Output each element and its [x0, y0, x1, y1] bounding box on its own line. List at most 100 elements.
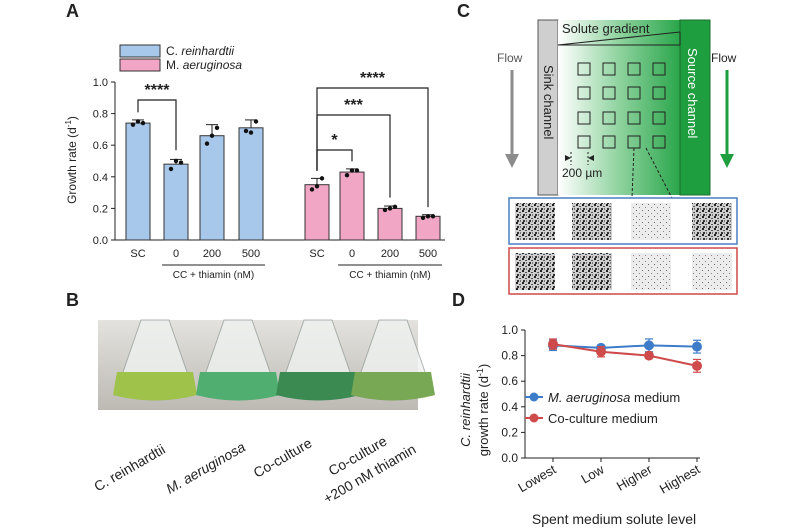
culture-chamber — [602, 86, 616, 100]
series-line — [552, 343, 698, 367]
legend-label-rest: medium — [630, 390, 680, 405]
legend-swatch-c-reinhardtii — [119, 44, 161, 58]
panel-d-y-tick-label: 0.6 — [501, 374, 518, 388]
replicate-point — [420, 215, 426, 221]
panel-a-y-tick-label: 1.0 — [93, 77, 108, 89]
flow-left-label: Flow — [497, 51, 523, 65]
data-point — [548, 339, 558, 350]
panel-d-y-tick-label: 0.4 — [501, 400, 518, 414]
panel-d-x-tick-label: Higher — [614, 461, 655, 493]
replicate-point — [382, 207, 388, 213]
panel-d-x-axis-label: Spent medium solute level — [532, 511, 696, 527]
chamber-micrograph — [515, 253, 555, 290]
flask-label: C. reinhardtii — [91, 441, 168, 495]
significance-label: **** — [145, 82, 171, 99]
replicate-point — [430, 214, 436, 219]
culture-chamber — [652, 111, 666, 125]
replicate-point — [173, 158, 179, 164]
scale-bar-label: 200 µm — [562, 166, 602, 180]
chamber-micrograph — [631, 253, 671, 290]
panel-d-letter: D — [452, 290, 465, 310]
culture-chamber — [577, 135, 591, 149]
bar — [238, 127, 264, 241]
culture-chamber — [627, 86, 641, 100]
legend-swatch-m-aeruginosa — [119, 58, 161, 72]
panel-d-y-tick-label: 1.0 — [501, 323, 518, 337]
chamber-micrograph — [692, 253, 732, 290]
category-label: SC — [130, 248, 145, 260]
category-label: 0 — [173, 248, 179, 260]
replicate-point — [130, 122, 136, 127]
category-label: 500 — [419, 248, 437, 260]
culture-chamber — [627, 62, 641, 76]
replicate-point — [140, 120, 146, 126]
flask-label: M. aeruginosa — [163, 438, 248, 496]
replicate-point — [314, 184, 320, 189]
legend-label-m-aeruginosa: M. aeruginosa — [166, 58, 242, 72]
flask-culture-liquid — [351, 372, 435, 401]
replicate-point — [135, 119, 141, 124]
panel-a-y-tick-label: 0.0 — [93, 235, 108, 247]
series-line — [552, 344, 698, 349]
replicate-point — [354, 168, 360, 173]
flow-left-arrowhead — [505, 154, 519, 168]
solute-gradient-label: Solute gradient — [562, 21, 650, 36]
flask-culture-liquid — [276, 372, 360, 401]
replicate-point — [392, 204, 398, 210]
legend-label: M. aeruginosa medium — [548, 390, 680, 405]
culture-chamber — [577, 111, 591, 125]
panel-a-y-tick-label: 0.4 — [93, 172, 108, 184]
replicate-point — [387, 206, 393, 211]
legend-label-italic: M. aeruginosa — [548, 390, 630, 405]
panel-a-y-tick-label: 0.2 — [93, 203, 108, 215]
data-point — [692, 360, 702, 371]
category-label: 200 — [381, 248, 399, 260]
panel-a-letter: A — [66, 1, 79, 21]
culture-chamber — [652, 86, 666, 100]
replicate-point — [319, 176, 325, 181]
zoom-line-left — [631, 147, 635, 199]
group-label: CC + thiamin (nM) — [349, 270, 430, 281]
legend-label-c-reinhardtii: C. reinhardtii — [166, 44, 234, 58]
culture-chamber — [602, 135, 616, 149]
panel-d-y-tick-label: 0.8 — [501, 349, 518, 363]
panel-d-x-tick-label: Low — [578, 461, 607, 486]
panel-d-y-axis-label-line2: growth rate (d-1) — [475, 364, 491, 457]
panel-a-bar-chart: C. reinhardtii M. aeruginosa Growth rate… — [64, 44, 445, 281]
source-channel — [679, 19, 711, 196]
bar — [163, 163, 189, 241]
bar — [415, 215, 441, 241]
bar — [377, 207, 403, 241]
scale-arrow-right — [588, 155, 594, 161]
panel-d-x-tick-label: Lowest — [515, 461, 559, 495]
culture-chamber — [602, 111, 616, 125]
panel-a-y-axis-label: Growth rate (d-1) — [64, 116, 79, 204]
group-label: CC + thiamin (nM) — [173, 270, 254, 281]
replicate-point — [253, 119, 259, 124]
chamber-micrograph — [515, 203, 555, 240]
bar — [339, 171, 365, 241]
category-label: 0 — [349, 248, 355, 260]
panel-a-y-tick-label: 0.6 — [93, 140, 108, 152]
gradient-chamber — [558, 20, 680, 195]
legend-label: Co-culture medium — [548, 411, 658, 426]
culture-chamber — [652, 62, 666, 76]
chamber-micrograph — [572, 203, 612, 240]
replicate-point — [214, 125, 220, 131]
replicate-point — [425, 214, 431, 219]
chamber-micrograph — [631, 203, 671, 240]
bar — [125, 122, 151, 241]
data-point — [596, 346, 606, 357]
gradient-wedge-top — [557, 31, 681, 46]
significance-label: * — [331, 132, 338, 149]
panel-d-y-tick-label: 0.0 — [501, 451, 518, 465]
flask-culture-liquid — [196, 372, 280, 401]
flow-right-label: Flow — [711, 51, 737, 65]
data-point — [644, 340, 654, 351]
culture-chamber — [577, 86, 591, 100]
chamber-micrograph — [692, 203, 732, 240]
flask-label: Co-culture — [251, 434, 315, 480]
significance-bracket — [137, 99, 177, 151]
scale-arrow-left — [565, 155, 571, 161]
